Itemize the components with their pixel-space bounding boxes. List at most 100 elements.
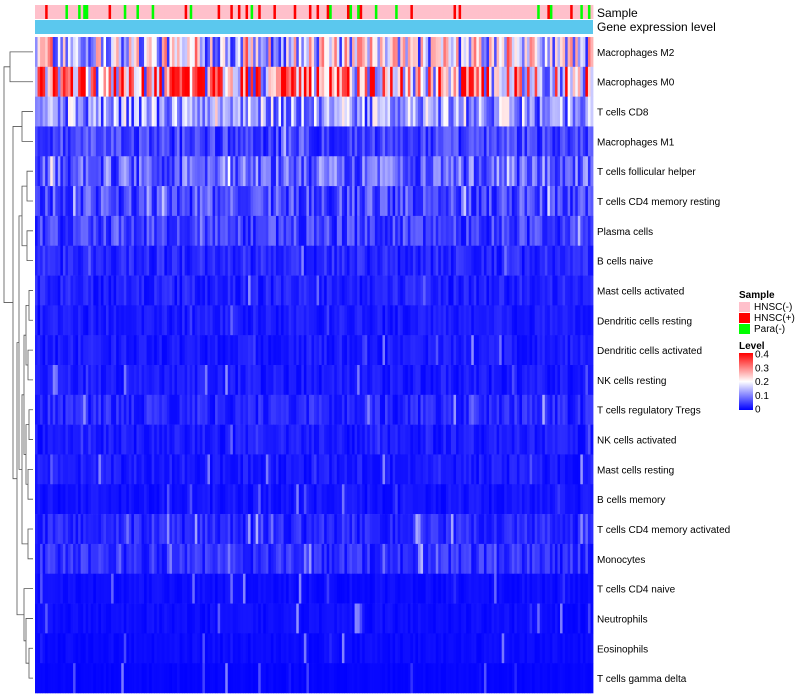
heatmap-cell: [456, 514, 459, 545]
heatmap-cell: [395, 543, 399, 575]
heatmap-cell: [319, 514, 323, 545]
heatmap-cell: [301, 245, 305, 276]
heatmap-cell: [397, 186, 401, 217]
heatmap-cell: [217, 215, 221, 247]
heatmap-cell: [78, 484, 82, 515]
heatmap-cell: [197, 514, 201, 545]
heatmap-cell: [146, 424, 150, 455]
heatmap-cell: [438, 305, 442, 336]
heatmap-cell: [70, 156, 74, 187]
sample-annotation-cell: [377, 5, 381, 19]
heatmap-cell: [529, 275, 533, 306]
heatmap-cell: [42, 454, 46, 485]
heatmap-cell: [230, 484, 234, 515]
heatmap-cell: [240, 454, 244, 485]
heatmap-cell: [514, 424, 518, 455]
heatmap-cell: [184, 633, 188, 664]
heatmap-cell: [577, 454, 581, 485]
heatmap-cell: [146, 66, 150, 97]
heatmap-cell: [377, 603, 381, 634]
heatmap-cell: [174, 186, 178, 217]
heatmap-cell: [93, 514, 97, 545]
heatmap-cell: [319, 96, 323, 127]
heatmap-cell: [532, 514, 536, 545]
heatmap-cell: [50, 335, 54, 366]
heatmap-cell: [316, 186, 320, 217]
heatmap-cell: [415, 186, 419, 217]
heatmap-cell: [585, 126, 589, 157]
heatmap-cell: [177, 424, 180, 455]
heatmap-cell: [37, 305, 41, 336]
heatmap-cell: [237, 514, 241, 545]
heatmap-cell: [494, 394, 498, 425]
heatmap-cell: [341, 245, 345, 276]
heatmap-cell: [443, 245, 447, 276]
heatmap-cell: [42, 186, 46, 217]
sample-annotation-cell: [242, 5, 246, 19]
heatmap-cell: [93, 454, 97, 485]
heatmap-cell: [215, 633, 219, 664]
heatmap-cell: [478, 37, 482, 68]
heatmap-cell: [240, 633, 244, 664]
dendrogram-branch: [25, 424, 29, 485]
heatmap-cell: [440, 454, 444, 485]
heatmap-cell: [311, 156, 315, 187]
heatmap-cell: [70, 543, 74, 575]
heatmap-cell: [402, 126, 406, 157]
heatmap-cell: [100, 126, 104, 157]
sample-annotation-cell: [425, 5, 429, 19]
heatmap-cell: [549, 66, 553, 97]
heatmap-cell: [161, 424, 165, 455]
heatmap-cell: [184, 126, 188, 157]
heatmap-cell: [103, 543, 107, 575]
heatmap-cell: [476, 275, 480, 306]
heatmap-cell: [275, 37, 279, 68]
heatmap-cell: [298, 305, 302, 336]
heatmap-cell: [80, 514, 84, 545]
heatmap-cell: [268, 186, 272, 217]
heatmap-cell: [572, 156, 576, 187]
heatmap-cell: [169, 663, 173, 694]
heatmap-cell: [42, 365, 46, 396]
sample-annotation-cell: [197, 5, 201, 19]
heatmap-cell: [169, 37, 173, 68]
heatmap-cell: [121, 573, 125, 604]
heatmap-cell: [590, 245, 594, 276]
heatmap-cell: [255, 543, 259, 575]
heatmap-cell: [281, 335, 284, 366]
heatmap-cell: [537, 484, 541, 515]
heatmap-cell: [237, 305, 241, 336]
heatmap-cell: [275, 215, 279, 247]
heatmap-cell: [298, 603, 302, 634]
heatmap-cell: [481, 215, 485, 247]
heatmap-cell: [187, 215, 191, 247]
heatmap-cell: [154, 484, 158, 515]
heatmap-cell: [377, 245, 381, 276]
heatmap-cell: [174, 484, 178, 515]
heatmap-cell: [273, 275, 277, 306]
heatmap-cell: [400, 245, 404, 276]
heatmap-cell: [494, 365, 498, 396]
heatmap-cell: [286, 514, 290, 545]
heatmap-cell: [171, 37, 175, 68]
heatmap-cell: [164, 454, 168, 485]
heatmap-cell: [217, 484, 221, 515]
heatmap-cell: [311, 573, 315, 604]
heatmap-cell: [174, 573, 178, 604]
heatmap-cell: [354, 305, 358, 336]
heatmap-cell: [250, 186, 254, 217]
heatmap-cell: [197, 394, 201, 425]
heatmap-cell: [281, 37, 284, 68]
heatmap-cell: [220, 365, 224, 396]
heatmap-cell: [151, 543, 155, 575]
heatmap-cell: [501, 484, 505, 515]
heatmap-cell: [242, 96, 246, 127]
heatmap-cell: [316, 663, 320, 694]
heatmap-cell: [349, 275, 353, 306]
heatmap-cell: [159, 365, 163, 396]
sample-annotation-cell: [138, 5, 142, 19]
heatmap-cell: [199, 37, 203, 68]
heatmap-cell: [47, 66, 51, 97]
heatmap-cell: [133, 275, 137, 306]
heatmap-cell: [283, 633, 287, 664]
